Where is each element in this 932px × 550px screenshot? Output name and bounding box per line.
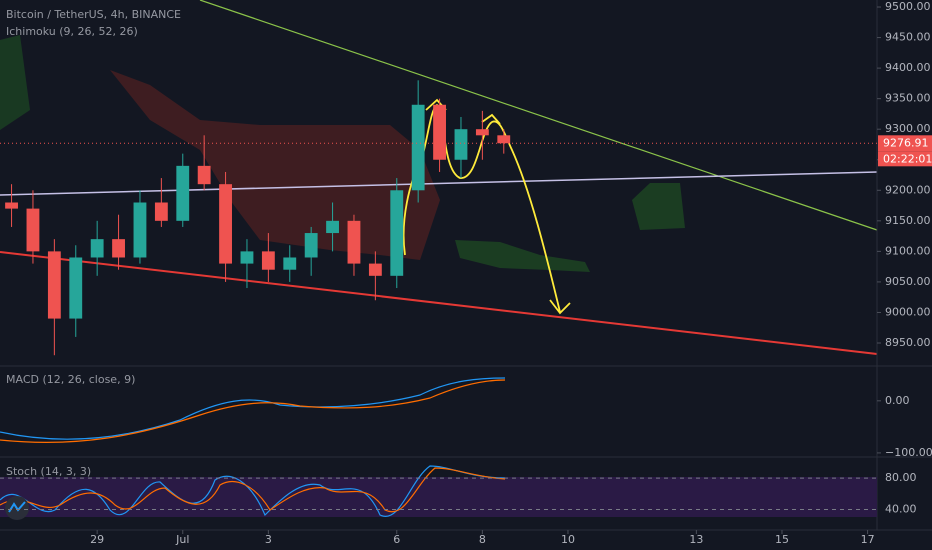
candle-body xyxy=(326,220,339,234)
x-tick-label: Jul xyxy=(175,533,189,546)
y-tick-label: 9150.00 xyxy=(885,214,931,227)
candle-body xyxy=(411,104,425,191)
candle-body xyxy=(368,263,382,276)
y-tick-label: 9300.00 xyxy=(885,122,931,135)
stoch-band xyxy=(0,477,877,517)
candle-body xyxy=(261,251,275,270)
candle-body xyxy=(390,190,404,276)
indicator-label: Stoch (14, 3, 3) xyxy=(6,465,91,478)
trendline-green xyxy=(199,0,878,231)
candle-body xyxy=(26,208,40,252)
y-tick-label: 9000.00 xyxy=(885,305,931,318)
y-tick-label: 0.00 xyxy=(885,394,910,407)
last-price-box xyxy=(878,135,932,152)
candle-body xyxy=(304,233,318,258)
chart-title: Bitcoin / TetherUS, 4h, BINANCE xyxy=(6,8,181,21)
x-tick-label: 29 xyxy=(90,533,104,546)
y-tick-label: 40.00 xyxy=(885,503,917,516)
cloud-green xyxy=(455,240,590,272)
y-tick-label: 9050.00 xyxy=(885,275,931,288)
candle-body xyxy=(197,165,211,185)
trendline-lavender xyxy=(0,171,878,196)
y-tick-label: 80.00 xyxy=(885,471,917,484)
y-tick-label: 9450.00 xyxy=(885,31,931,44)
candle-body xyxy=(154,202,168,221)
indicator-label: Ichimoku (9, 26, 52, 26) xyxy=(6,25,138,38)
candle-body xyxy=(454,129,468,160)
candle-body xyxy=(69,257,83,319)
countdown-box xyxy=(878,151,932,167)
candle-body xyxy=(240,251,254,264)
y-tick-label: 9200.00 xyxy=(885,183,931,196)
trendline-red xyxy=(0,251,878,355)
y-tick-label: −100.00 xyxy=(885,446,932,459)
countdown-label: 02:22:01 xyxy=(883,152,932,165)
x-tick-label: 10 xyxy=(561,533,575,546)
candle-body xyxy=(90,239,104,258)
y-tick-label: 9500.00 xyxy=(885,0,931,13)
candle-body xyxy=(433,104,446,160)
candle-body xyxy=(283,257,297,270)
cloud-green xyxy=(632,183,685,230)
cloud-red xyxy=(110,70,440,260)
logo-mark xyxy=(8,501,26,513)
macd-line xyxy=(0,377,506,440)
candle-body xyxy=(133,202,147,258)
y-tick-label: 9100.00 xyxy=(885,244,931,257)
signal-line xyxy=(0,379,506,443)
x-tick-label: 17 xyxy=(861,533,875,546)
cloud-green xyxy=(0,35,30,130)
x-tick-label: 6 xyxy=(393,533,400,546)
stoch-d xyxy=(0,467,506,513)
candle-body xyxy=(347,220,361,264)
x-tick-label: 3 xyxy=(265,533,272,546)
last-price-label: 9276.91 xyxy=(883,136,929,149)
x-tick-label: 8 xyxy=(479,533,486,546)
candle-body xyxy=(497,135,511,144)
y-tick-label: 9350.00 xyxy=(885,92,931,105)
y-tick-label: 9400.00 xyxy=(885,61,931,74)
candle-body xyxy=(5,202,18,209)
candle-body xyxy=(176,165,190,221)
y-tick-label: 8950.00 xyxy=(885,336,931,349)
candle-body xyxy=(219,184,232,264)
x-tick-label: 15 xyxy=(775,533,789,546)
candle-body xyxy=(112,239,125,258)
x-tick-label: 13 xyxy=(689,533,703,546)
candle-body xyxy=(47,251,61,319)
candle-body xyxy=(475,129,489,136)
stoch-k xyxy=(0,465,506,518)
indicator-label: MACD (12, 26, close, 9) xyxy=(6,373,135,386)
